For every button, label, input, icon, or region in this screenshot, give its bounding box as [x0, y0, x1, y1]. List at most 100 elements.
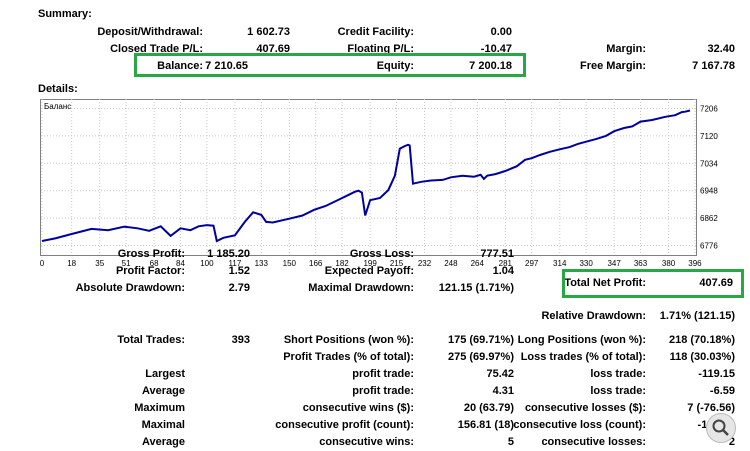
balance-chart: Баланс 7206 7120 7034 6948 6862 6776 0 18 35 51 6…	[40, 99, 718, 268]
x-tick-label: 35	[95, 259, 104, 268]
floating-value: -10.47	[480, 43, 512, 55]
total-trades-label: Total Trades:	[117, 334, 185, 346]
magnifier-icon	[712, 419, 729, 436]
largest-loss-trade-label: loss trade:	[590, 368, 646, 380]
x-tick-label: 68	[150, 259, 159, 268]
closed-pl-value: 407.69	[256, 43, 290, 55]
total-net-profit-label: Total Net Profit:	[564, 277, 646, 289]
margin-label: Margin:	[606, 43, 646, 55]
y-tick-label: 7034	[700, 159, 718, 168]
x-tick-label: 347	[607, 259, 621, 268]
profit-trades-value: 275 (69.97%)	[447, 351, 514, 363]
x-tick-label: 84	[176, 259, 185, 268]
gross-profit-label: Gross Profit:	[117, 248, 185, 260]
x-tick-label: 51	[122, 259, 131, 268]
short-positions-label: Short Positions (won %):	[283, 334, 414, 346]
average-profit-trade-label: profit trade:	[352, 385, 414, 397]
y-tick-label: 7206	[700, 105, 718, 114]
loss-trades-label: Loss trades (% of total):	[520, 351, 646, 363]
consecutive-profit-count-value: 156.81 (18)	[457, 419, 514, 431]
consecutive-wins-label: consecutive wins:	[319, 436, 414, 448]
consecutive-wins-value: 5	[507, 436, 514, 448]
maximal-label: Maximal	[141, 419, 185, 431]
profit-factor-label: Profit Factor:	[115, 265, 185, 277]
consecutive-losses-money-label: consecutive losses ($):	[524, 402, 646, 414]
consecutive-losses-money-value: 7 (-76.56)	[687, 402, 735, 414]
x-tick-label: 0	[40, 259, 45, 268]
balance-equity-highlight	[134, 53, 526, 77]
y-tick-label: 6776	[700, 241, 718, 250]
x-tick-label: 264	[471, 259, 485, 268]
absolute-drawdown-value: 2.79	[228, 282, 250, 294]
total-net-profit-value: 407.69	[699, 277, 733, 289]
x-tick-label: 117	[229, 259, 242, 268]
floating-label: Floating P/L:	[347, 43, 414, 55]
average-label: Average	[141, 385, 185, 397]
x-tick-label: 297	[525, 259, 539, 268]
summary-heading: Summary:	[38, 8, 92, 20]
consecutive-profit-count-label: consecutive profit (count):	[275, 419, 414, 431]
margin-value: 32.40	[707, 43, 735, 55]
largest-loss-trade-value: -119.15	[698, 368, 735, 380]
absolute-drawdown-label: Absolute Drawdown:	[75, 282, 185, 294]
expected-payoff-label: Expected Payoff:	[324, 265, 414, 277]
average-loss-trade-value: -6.59	[709, 385, 735, 397]
x-tick-label: 363	[634, 259, 648, 268]
free-margin-value: 7 167.78	[692, 60, 735, 72]
y-tick-label: 6862	[700, 214, 718, 223]
x-tick-label: 380	[662, 259, 676, 268]
gross-loss-label: Gross Loss:	[349, 248, 414, 260]
y-tick-label: 6948	[700, 187, 718, 196]
x-tick-label: 215	[390, 259, 404, 268]
consecutive-wins-money-value: 20 (63.79)	[463, 402, 514, 414]
relative-drawdown-label: Relative Drawdown:	[541, 310, 646, 322]
gross-loss-value: 777.51	[480, 248, 514, 260]
x-tick-label: 133	[255, 259, 269, 268]
balance-series-line	[41, 109, 691, 243]
largest-profit-trade-label: profit trade:	[352, 368, 414, 380]
average-profit-trade-value: 4.31	[492, 385, 514, 397]
chart-title: Баланс	[44, 102, 71, 111]
balance-label: Balance:	[157, 60, 203, 72]
average-loss-trade-label: loss trade:	[590, 385, 646, 397]
gross-profit-value: 1 185.20	[207, 248, 250, 260]
deposit-label: Deposit/Withdrawal:	[97, 26, 203, 38]
equity-value: 7 200.18	[469, 60, 512, 72]
x-tick-label: 314	[553, 259, 567, 268]
free-margin-label: Free Margin:	[579, 60, 646, 72]
consecutive-losses-label: consecutive losses:	[541, 436, 646, 448]
expected-payoff-value: 1.04	[492, 265, 514, 277]
x-tick-label: 18	[67, 259, 76, 268]
x-tick-label: 100	[200, 259, 214, 268]
x-tick-label: 330	[579, 259, 593, 268]
y-tick-label: 7120	[700, 132, 718, 141]
credit-value: 0.00	[490, 26, 512, 38]
maximal-drawdown-label: Maximal Drawdown:	[308, 282, 414, 294]
total-trades-value: 393	[231, 334, 250, 346]
credit-label: Credit Facility:	[337, 26, 414, 38]
x-tick-label: 199	[363, 259, 377, 268]
details-heading: Details:	[38, 83, 78, 95]
x-tick-label: 232	[418, 259, 432, 268]
average2-label: Average	[141, 436, 185, 448]
consecutive-loss-count-label: consecutive loss (count):	[513, 419, 646, 431]
chart-plot-frame	[40, 99, 697, 256]
equity-label: Equity:	[376, 60, 414, 72]
consecutive-losses-value: 2	[728, 436, 735, 448]
long-positions-value: 218 (70.18%)	[668, 334, 735, 346]
net-profit-highlight	[562, 269, 744, 298]
closed-pl-label: Closed Trade P/L:	[110, 43, 203, 55]
maximal-drawdown-value: 121.15 (1.71%)	[438, 282, 514, 294]
short-positions-value: 175 (69.71%)	[447, 334, 514, 346]
x-tick-label: 281	[499, 259, 513, 268]
profit-trades-label: Profit Trades (% of total):	[283, 351, 414, 363]
zoom-button[interactable]	[706, 413, 736, 443]
x-tick-label: 150	[283, 259, 297, 268]
x-tick-label: 166	[309, 259, 323, 268]
largest-profit-trade-value: 75.42	[486, 368, 514, 380]
x-tick-label: 396	[688, 259, 702, 268]
balance-value: 7 210.65	[205, 60, 248, 72]
long-positions-label: Long Positions (won %):	[517, 334, 646, 346]
x-tick-label: 182	[335, 259, 349, 268]
consecutive-wins-money-label: consecutive wins ($):	[302, 402, 414, 414]
